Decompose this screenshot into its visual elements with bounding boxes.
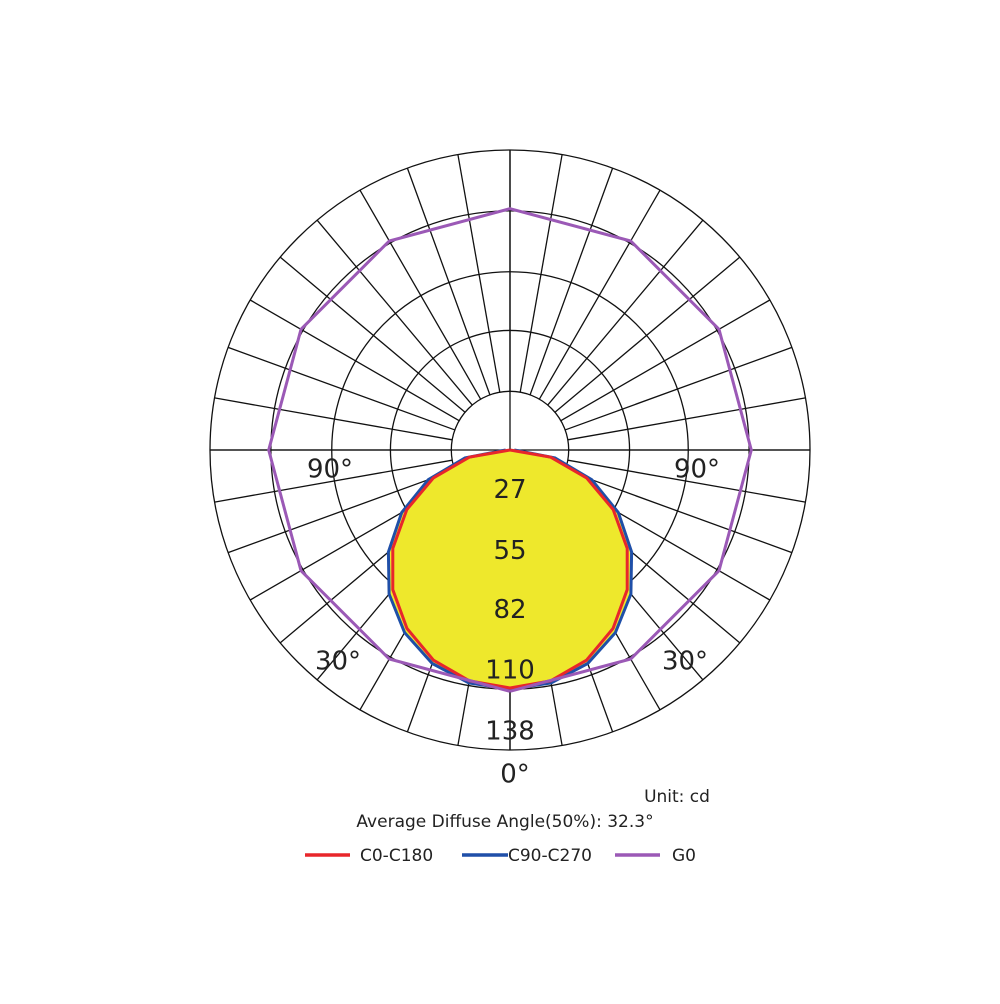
spoke <box>538 189 661 400</box>
spoke <box>567 459 806 503</box>
spoke <box>227 469 456 554</box>
spoke <box>554 256 741 413</box>
spoke <box>547 219 704 406</box>
spoke <box>564 346 793 431</box>
series-line <box>267 207 753 693</box>
annotation: Average Diffuse Angle(50%): 32.3° <box>356 812 653 832</box>
spoke <box>560 299 771 422</box>
spoke <box>227 346 456 431</box>
spoke <box>249 299 460 422</box>
theta-tick-label: 90° <box>307 455 353 485</box>
theta-tick-label: 30° <box>315 647 361 677</box>
spoke <box>406 167 491 396</box>
spoke <box>279 256 466 413</box>
series-fill <box>388 450 632 690</box>
r-tick-label: 110 <box>485 656 535 686</box>
spoke <box>564 469 793 554</box>
r-tick-label: 138 <box>485 717 535 747</box>
spoke <box>567 397 806 441</box>
unit-label: Unit: cd <box>644 787 710 807</box>
spoke <box>214 397 453 441</box>
theta-tick-label: 0° <box>500 760 530 790</box>
spoke <box>214 459 453 503</box>
theta-tick-label: 90° <box>674 455 720 485</box>
legend-label: C0-C180 <box>360 846 433 866</box>
spoke <box>519 154 563 393</box>
spoke <box>457 154 501 393</box>
spoke <box>529 167 614 396</box>
theta-tick-label: 30° <box>662 647 708 677</box>
r-tick-label: 27 <box>493 475 526 505</box>
legend-label: C90-C270 <box>508 846 592 866</box>
r-tick-label: 82 <box>493 595 526 625</box>
spoke <box>359 189 482 400</box>
r-tick-label: 55 <box>493 536 526 566</box>
series-line <box>391 448 629 690</box>
spoke <box>316 219 473 406</box>
legend-label: G0 <box>672 846 696 866</box>
